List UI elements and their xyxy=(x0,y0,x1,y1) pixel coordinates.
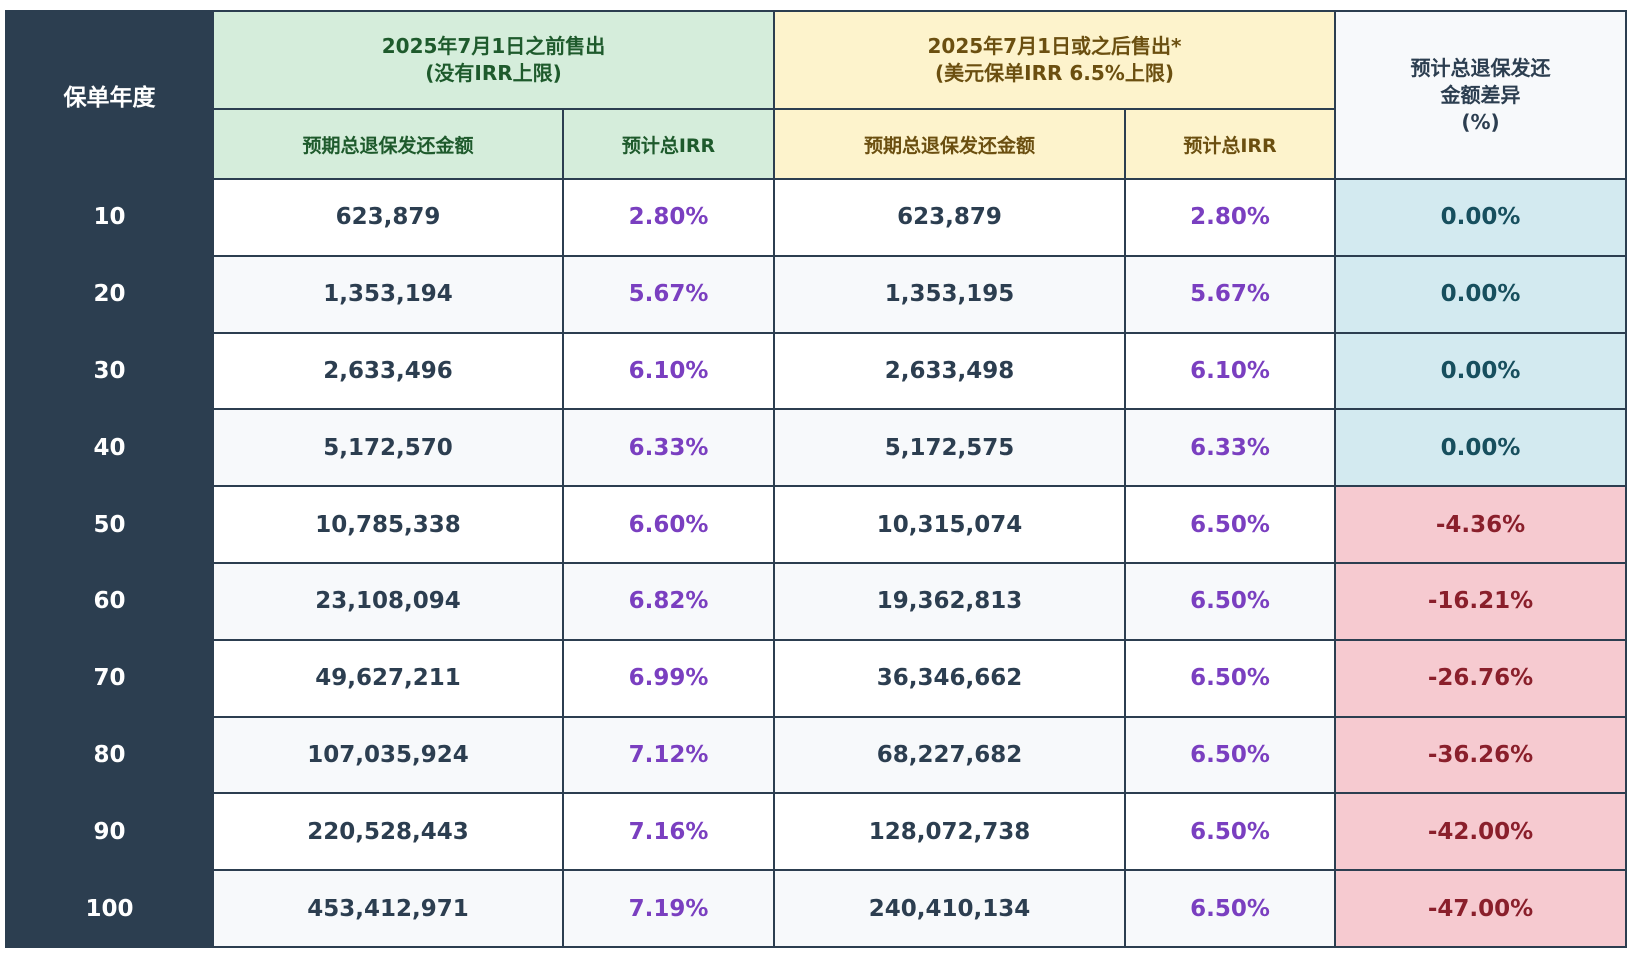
after-amount-cell: 128,072,738 xyxy=(773,792,1126,872)
after-amount-header: 预期总退保发还金额 xyxy=(773,108,1126,180)
before-amount-cell: 1,353,194 xyxy=(212,254,564,334)
difference-header: 预计总退保发还 金额差异 (%) xyxy=(1334,10,1627,180)
before-irr-cell: 2.80% xyxy=(562,178,775,257)
policy-year-cell: 70 xyxy=(5,638,214,718)
before-irr-cell: 6.60% xyxy=(562,485,775,564)
sold-before-group-header: 2025年7月1日之前售出 (没有IRR上限) xyxy=(212,10,775,110)
policy-year-cell: 100 xyxy=(5,869,214,948)
before-amount-cell: 10,785,338 xyxy=(212,485,564,564)
difference-header-line1: 预计总退保发还 xyxy=(1410,55,1551,80)
irr-comparison-table: 保单年度 2025年7月1日之前售出 (没有IRR上限) 2025年7月1日或之… xyxy=(5,10,1627,948)
after-irr-cell: 6.10% xyxy=(1124,331,1336,411)
difference-cell: -16.21% xyxy=(1334,561,1627,641)
sold-before-subtitle: (没有IRR上限) xyxy=(425,61,562,85)
policy-year-cell: 30 xyxy=(5,331,214,411)
after-amount-cell: 36,346,662 xyxy=(773,638,1126,718)
difference-cell: -47.00% xyxy=(1334,869,1627,948)
policy-year-cell: 20 xyxy=(5,254,214,334)
difference-header-line3: (%) xyxy=(1461,109,1500,134)
before-amount-cell: 23,108,094 xyxy=(212,561,564,641)
before-irr-cell: 6.33% xyxy=(562,408,775,488)
after-amount-cell: 1,353,195 xyxy=(773,254,1126,334)
after-amount-cell: 5,172,575 xyxy=(773,408,1126,488)
before-irr-cell: 7.12% xyxy=(562,715,775,795)
after-irr-cell: 6.50% xyxy=(1124,638,1336,718)
difference-cell: -36.26% xyxy=(1334,715,1627,795)
before-amount-cell: 107,035,924 xyxy=(212,715,564,795)
table-row: 10 623,879 2.80% 623,879 2.80% 0.00% xyxy=(5,178,1627,257)
before-irr-cell: 7.16% xyxy=(562,792,775,872)
difference-header-line2: 金额差异 xyxy=(1440,82,1521,107)
before-amount-header: 预期总退保发还金额 xyxy=(212,108,564,180)
before-amount-cell: 2,633,496 xyxy=(212,331,564,411)
before-irr-header: 预计总IRR xyxy=(562,108,775,180)
sold-after-title: 2025年7月1日或之后售出* xyxy=(927,34,1182,58)
after-amount-cell: 19,362,813 xyxy=(773,561,1126,641)
table-row: 90 220,528,443 7.16% 128,072,738 6.50% -… xyxy=(5,792,1627,872)
after-amount-cell: 2,633,498 xyxy=(773,331,1126,411)
before-amount-cell: 5,172,570 xyxy=(212,408,564,488)
difference-cell: -4.36% xyxy=(1334,485,1627,564)
table-row: 70 49,627,211 6.99% 36,346,662 6.50% -26… xyxy=(5,638,1627,718)
table-row: 100 453,412,971 7.19% 240,410,134 6.50% … xyxy=(5,869,1627,948)
before-amount-cell: 453,412,971 xyxy=(212,869,564,948)
policy-year-cell: 50 xyxy=(5,485,214,564)
policy-year-cell: 80 xyxy=(5,715,214,795)
after-irr-cell: 6.50% xyxy=(1124,792,1336,872)
before-irr-cell: 6.10% xyxy=(562,331,775,411)
table-row: 30 2,633,496 6.10% 2,633,498 6.10% 0.00% xyxy=(5,331,1627,411)
table-row: 40 5,172,570 6.33% 5,172,575 6.33% 0.00% xyxy=(5,408,1627,488)
difference-cell: 0.00% xyxy=(1334,408,1627,488)
after-amount-cell: 623,879 xyxy=(773,178,1126,257)
before-irr-cell: 5.67% xyxy=(562,254,775,334)
table-body: 10 623,879 2.80% 623,879 2.80% 0.00% 20 … xyxy=(5,178,1627,948)
sold-after-subtitle: (美元保单IRR 6.5%上限) xyxy=(935,61,1174,85)
before-amount-cell: 623,879 xyxy=(212,178,564,257)
policy-year-cell: 60 xyxy=(5,561,214,641)
policy-year-cell: 40 xyxy=(5,408,214,488)
difference-cell: -42.00% xyxy=(1334,792,1627,872)
sold-after-group-header: 2025年7月1日或之后售出* (美元保单IRR 6.5%上限) xyxy=(773,10,1336,110)
after-irr-cell: 5.67% xyxy=(1124,254,1336,334)
before-amount-cell: 220,528,443 xyxy=(212,792,564,872)
after-irr-cell: 6.33% xyxy=(1124,408,1336,488)
sold-before-title: 2025年7月1日之前售出 xyxy=(381,34,606,58)
difference-cell: -26.76% xyxy=(1334,638,1627,718)
after-irr-cell: 2.80% xyxy=(1124,178,1336,257)
before-irr-cell: 6.82% xyxy=(562,561,775,641)
after-irr-cell: 6.50% xyxy=(1124,485,1336,564)
after-amount-cell: 10,315,074 xyxy=(773,485,1126,564)
difference-cell: 0.00% xyxy=(1334,178,1627,257)
table-row: 50 10,785,338 6.60% 10,315,074 6.50% -4.… xyxy=(5,485,1627,564)
difference-cell: 0.00% xyxy=(1334,254,1627,334)
after-irr-cell: 6.50% xyxy=(1124,715,1336,795)
policy-year-cell: 10 xyxy=(5,178,214,257)
after-irr-header: 预计总IRR xyxy=(1124,108,1336,180)
after-amount-cell: 68,227,682 xyxy=(773,715,1126,795)
irr-comparison-table-wrapper: 保单年度 2025年7月1日之前售出 (没有IRR上限) 2025年7月1日或之… xyxy=(5,10,1627,948)
policy-year-header: 保单年度 xyxy=(5,10,214,180)
before-irr-cell: 6.99% xyxy=(562,638,775,718)
difference-cell: 0.00% xyxy=(1334,331,1627,411)
before-amount-cell: 49,627,211 xyxy=(212,638,564,718)
after-amount-cell: 240,410,134 xyxy=(773,869,1126,948)
table-row: 60 23,108,094 6.82% 19,362,813 6.50% -16… xyxy=(5,561,1627,641)
table-row: 80 107,035,924 7.12% 68,227,682 6.50% -3… xyxy=(5,715,1627,795)
policy-year-cell: 90 xyxy=(5,792,214,872)
after-irr-cell: 6.50% xyxy=(1124,869,1336,948)
before-irr-cell: 7.19% xyxy=(562,869,775,948)
table-row: 20 1,353,194 5.67% 1,353,195 5.67% 0.00% xyxy=(5,254,1627,334)
after-irr-cell: 6.50% xyxy=(1124,561,1336,641)
